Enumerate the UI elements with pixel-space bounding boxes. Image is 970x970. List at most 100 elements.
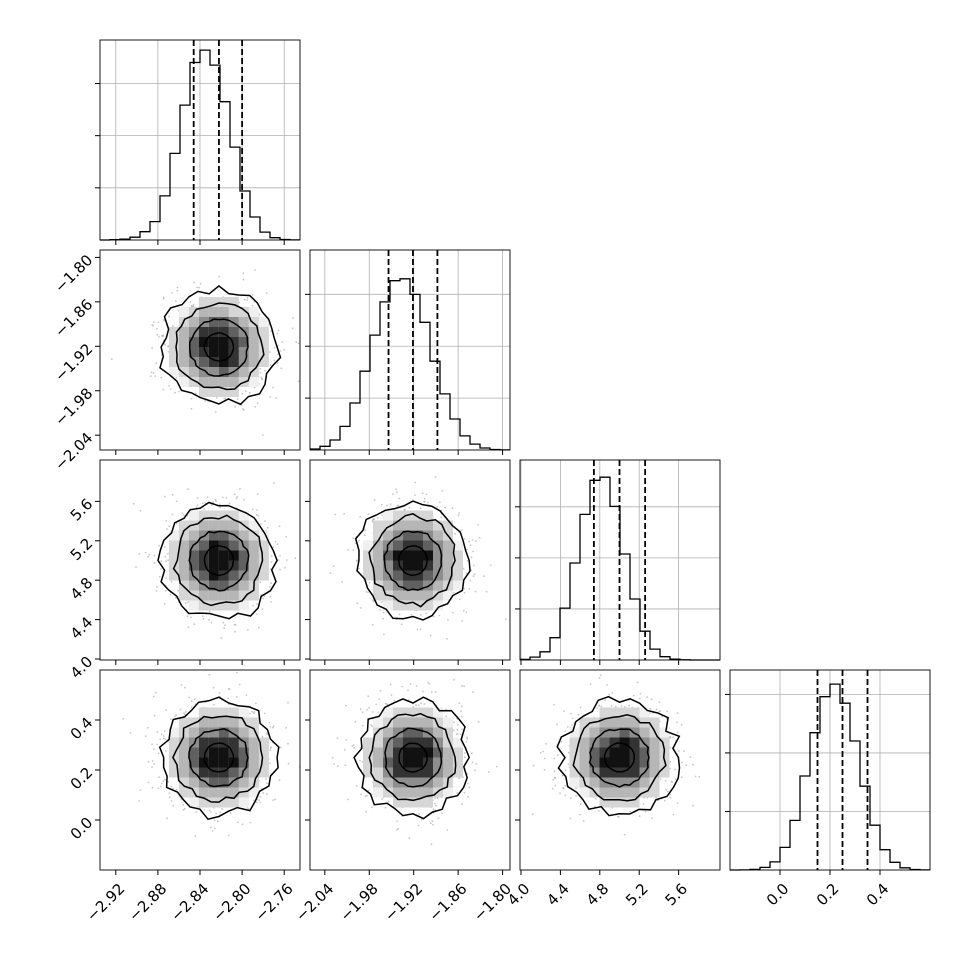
scatter-point — [259, 796, 262, 798]
density-cell — [248, 307, 259, 317]
scatter-point — [214, 411, 217, 413]
scatter-point — [279, 350, 282, 352]
scatter-point — [168, 315, 171, 318]
scatter-point — [180, 798, 183, 801]
scatter-point — [367, 591, 369, 594]
contour-level-2 — [175, 302, 265, 391]
scatter-point — [466, 559, 469, 562]
scatter-point — [132, 502, 135, 505]
scatter-point — [174, 391, 177, 394]
scatter-point — [179, 708, 182, 711]
scatter-point — [381, 798, 383, 800]
density-cell — [208, 570, 219, 581]
density-cell — [218, 317, 229, 327]
density-cell — [208, 510, 219, 521]
density-cell — [373, 727, 383, 738]
density-cell — [423, 540, 433, 551]
scatter-point — [371, 725, 373, 728]
scatter-point — [452, 729, 455, 732]
scatter-point — [206, 496, 209, 499]
density-cell — [238, 757, 249, 768]
density-cell — [248, 367, 259, 377]
density-cell — [188, 797, 199, 808]
scatter-point — [241, 393, 244, 395]
density-cell — [228, 337, 239, 347]
scatter-point — [459, 598, 461, 601]
density-cell — [383, 600, 393, 611]
density-cell — [248, 530, 259, 541]
scatter-point — [354, 720, 357, 723]
scatter-point — [243, 298, 246, 301]
scatter-point — [270, 555, 273, 557]
scatter-point — [260, 523, 262, 525]
scatter-point — [256, 603, 258, 605]
scatter-point — [471, 752, 473, 755]
scatter-point — [466, 736, 468, 739]
scatter-point — [367, 695, 370, 698]
axes-frame — [99, 249, 301, 451]
scatter-point — [435, 804, 437, 807]
density-cell — [178, 550, 189, 561]
density-cell — [248, 570, 259, 581]
density-cell — [208, 590, 219, 601]
density-cell — [383, 570, 393, 581]
scatter-point — [456, 728, 459, 731]
scatter-point — [475, 763, 478, 765]
histogram-panel-3 — [725, 669, 931, 871]
density-cell — [178, 357, 189, 367]
scatter-point — [272, 546, 275, 549]
scatter-point — [165, 577, 168, 579]
scatter-point — [184, 713, 186, 716]
density-cell — [188, 337, 199, 347]
scatter-point — [242, 498, 245, 501]
density-cell — [423, 590, 433, 601]
scatter-point — [430, 691, 433, 694]
scatter-point — [269, 749, 272, 752]
density-cell — [168, 327, 179, 337]
density-cell — [228, 347, 239, 357]
scatter-point — [285, 536, 288, 538]
scatter-point — [453, 721, 455, 724]
scatter-point — [223, 397, 226, 400]
scatter-point — [463, 538, 466, 540]
scatter-point — [291, 327, 294, 330]
density-cell — [238, 590, 249, 601]
scatter-point — [477, 524, 479, 526]
scatter-point — [361, 724, 364, 727]
density-cell — [168, 767, 179, 778]
scatter-point — [384, 702, 387, 705]
scatter-point — [468, 540, 470, 543]
scatter-point — [246, 629, 249, 631]
scatter-point — [347, 549, 350, 551]
histogram-step — [310, 278, 510, 451]
scatter-point — [160, 376, 163, 379]
scatter-point — [236, 398, 239, 400]
scatter-point — [195, 811, 198, 813]
panel-contents — [132, 482, 297, 639]
scatter-point — [425, 612, 428, 615]
scatter-point — [430, 843, 433, 846]
scatter-point — [463, 685, 465, 688]
scatter-point — [214, 498, 217, 501]
density-cell — [228, 550, 239, 561]
density-cell — [373, 717, 383, 728]
scatter-point — [426, 501, 429, 504]
density-panel-0-2 — [95, 459, 301, 665]
density-cell — [198, 737, 209, 748]
scatter-point — [477, 721, 480, 723]
scatter-point — [208, 673, 211, 676]
density-cell — [248, 737, 259, 748]
density-cell — [218, 510, 229, 521]
scatter-point — [398, 613, 401, 616]
scatter-point — [151, 323, 154, 326]
scatter-point — [222, 496, 224, 499]
scatter-point — [425, 493, 428, 496]
scatter-point — [162, 737, 165, 740]
density-cell — [248, 327, 259, 337]
scatter-point — [420, 614, 422, 616]
density-cell — [258, 747, 269, 758]
scatter-point — [343, 512, 345, 515]
density-cell — [403, 600, 413, 611]
scatter-point — [170, 580, 173, 583]
scatter-point — [256, 493, 259, 496]
